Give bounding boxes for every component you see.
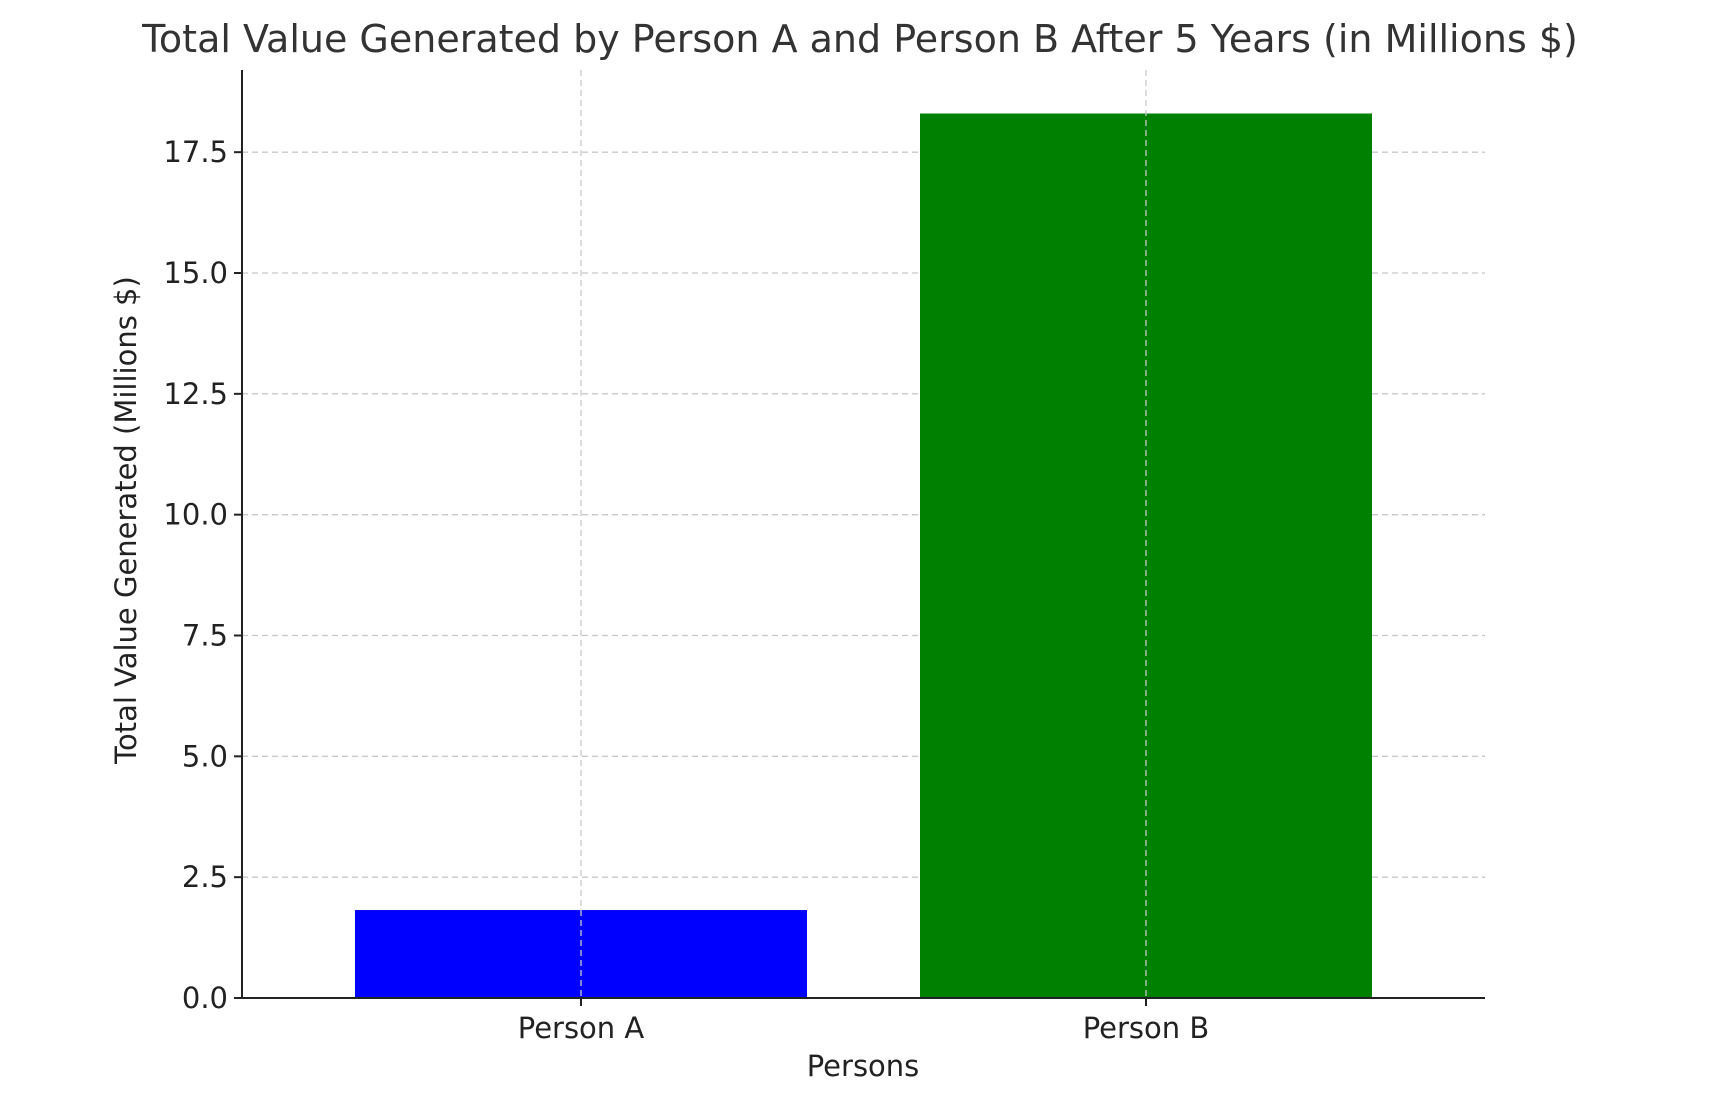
chart-title: Total Value Generated by Person A and Pe… [141, 17, 1578, 61]
y-tick-label: 5.0 [182, 739, 228, 773]
vertical-grid [580, 70, 1147, 998]
x-tick-label: Person A [518, 1011, 645, 1045]
y-tick-label: 2.5 [182, 860, 228, 894]
y-axis-label: Total Value Generated (Millions $) [109, 276, 143, 765]
x-axis-label: Persons [807, 1049, 920, 1083]
bars [355, 113, 1372, 998]
y-tick-label: 10.0 [163, 498, 228, 532]
y-tick-label: 12.5 [163, 377, 228, 411]
axes [241, 70, 1485, 999]
y-tick-label: 7.5 [182, 619, 228, 653]
y-tick-label: 0.0 [182, 981, 228, 1015]
ticks: 0.0 2.5 5.0 7.5 10.0 12.5 15.0 17.5 Person A Pers… [163, 135, 1209, 1045]
x-tick-label: Person B [1083, 1011, 1210, 1045]
y-tick-label: 15.0 [163, 256, 228, 290]
y-tick-label: 17.5 [163, 135, 228, 169]
